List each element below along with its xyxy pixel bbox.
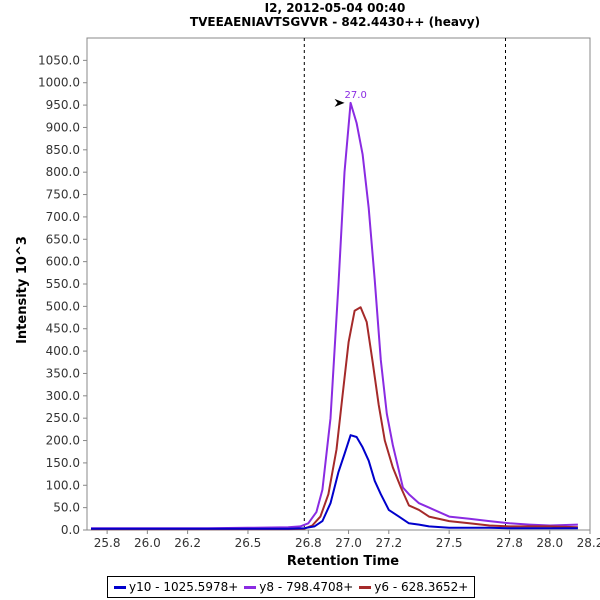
series-line [91, 434, 578, 530]
x-tick-label: 27.5 [436, 536, 463, 550]
chart-subtitle: TVEEAENIAVTSGVVR - 842.4430++ (heavy) [190, 15, 480, 29]
x-tick-label: 26.0 [134, 536, 161, 550]
peak-annotation: 27.0 [345, 90, 367, 101]
x-tick-label: 27.2 [375, 536, 402, 550]
peak-marker-arrow [334, 98, 345, 107]
x-tick-label: 26.2 [174, 536, 201, 550]
chart-legend: y10 - 1025.5978+ y8 - 798.4708+ y6 - 628… [107, 576, 476, 598]
y-tick-label: 550.0 [46, 277, 80, 291]
y-tick-label: 500.0 [46, 299, 80, 313]
series-line [91, 101, 578, 530]
x-tick-label: 25.8 [94, 536, 121, 550]
legend-label-y8: y8 - 798.4708+ [259, 580, 354, 594]
y-tick-label: 950.0 [46, 98, 80, 112]
y-tick-label: 1000.0 [38, 76, 80, 90]
y-tick-label: 350.0 [46, 366, 80, 380]
y-axis-label: Intensity 10^3 [15, 236, 30, 344]
y-tick-label: 800.0 [46, 165, 80, 179]
x-tick-label: 28.0 [536, 536, 563, 550]
x-axis-label: Retention Time [287, 554, 399, 569]
y-tick-label: 100.0 [46, 478, 80, 492]
legend-item-y8: y8 - 798.4708+ [244, 580, 353, 594]
legend-label-y6: y6 - 628.3652+ [374, 580, 469, 594]
legend-swatch-y8 [244, 585, 257, 589]
legend-swatch-y10 [114, 585, 126, 589]
y-tick-label: 250.0 [46, 411, 80, 425]
legend-item-y10: y10 - 1025.5978+ [114, 580, 238, 594]
y-tick-label: 200.0 [46, 434, 80, 448]
y-tick-label: 400.0 [46, 344, 80, 358]
y-tick-label: 300.0 [46, 389, 80, 403]
x-tick-label: 27.8 [496, 536, 523, 550]
y-tick-label: 850.0 [46, 143, 80, 157]
legend-item-y6: y6 - 628.3652+ [359, 580, 468, 594]
x-tick-label: 26.5 [235, 536, 262, 550]
y-tick-label: 750.0 [46, 188, 80, 202]
y-tick-label: 0.0 [61, 523, 80, 537]
x-tick-label: 26.8 [295, 536, 322, 550]
series-group [91, 101, 578, 531]
y-tick-label: 1050.0 [38, 53, 80, 67]
y-tick-label: 50.0 [53, 501, 80, 515]
y-tick-label: 900.0 [46, 120, 80, 134]
y-tick-label: 150.0 [46, 456, 80, 470]
y-tick-label: 450.0 [46, 322, 80, 336]
boundary-lines [303, 38, 506, 530]
y-tick-label: 700.0 [46, 210, 80, 224]
y-axis-ticks: 0.0 50.0 100.0 150.0 200.0 250.0 300.0 350.0 400… [38, 53, 87, 537]
legend-label-y10: y10 - 1025.5978+ [129, 580, 239, 594]
x-axis-ticks: 25.8 26.0 26.2 26.5 26.8 27.0 27.2 27.5 27.8 28.0… [94, 530, 600, 550]
x-tick-label: 28.2 [577, 536, 600, 550]
legend-swatch-y6 [359, 585, 372, 589]
y-tick-label: 650.0 [46, 232, 80, 246]
y-tick-label: 600.0 [46, 255, 80, 269]
chart-title: I2, 2012-05-04 00:40 [265, 1, 406, 15]
x-tick-label: 27.0 [335, 536, 362, 550]
